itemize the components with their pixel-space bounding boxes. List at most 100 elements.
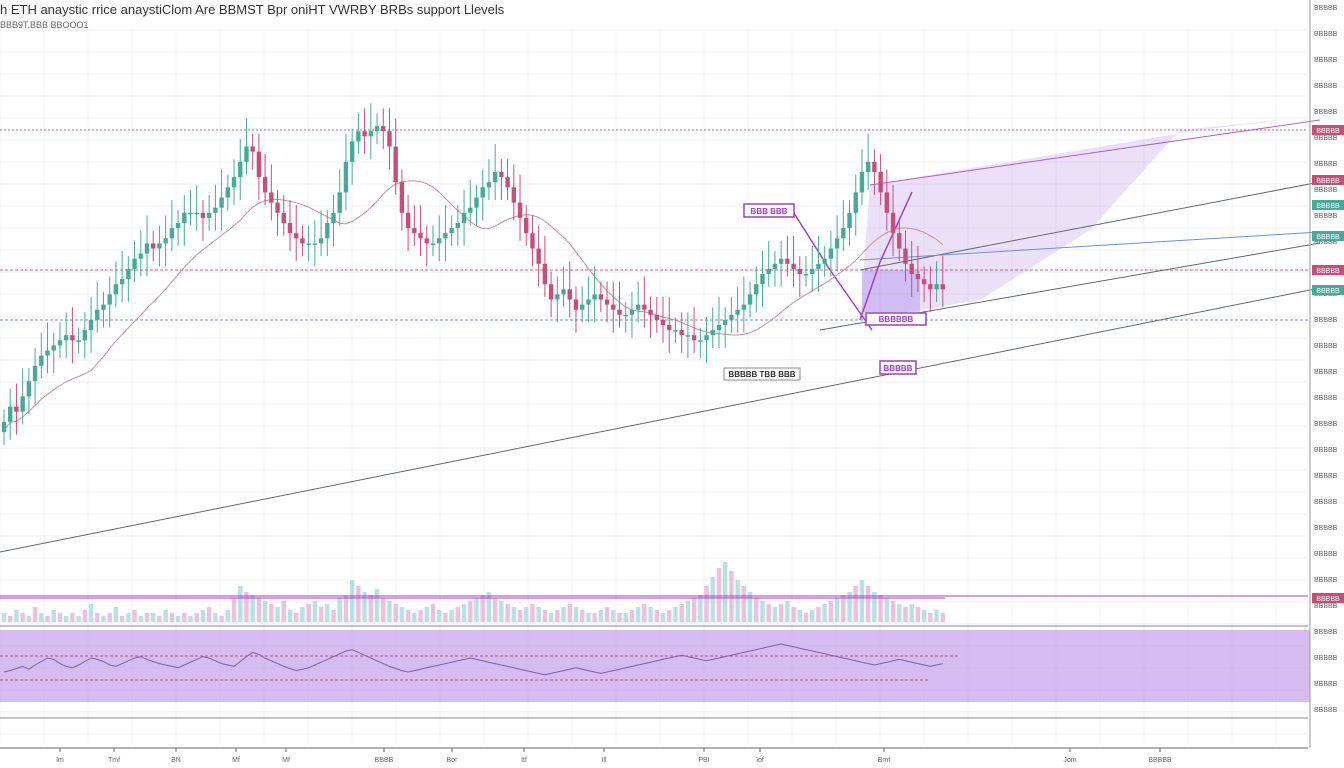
- annotation-4[interactable]: BBBBB: [879, 360, 917, 375]
- price-tag: BBBBB: [1312, 231, 1344, 241]
- volume-bar: [940, 613, 945, 622]
- volume-bar: [343, 595, 349, 622]
- volume-bar: [461, 604, 467, 622]
- volume-bar: [200, 610, 206, 622]
- time-tick-label: Tmf: [108, 757, 120, 764]
- candle-body: [928, 284, 933, 290]
- candle-body: [710, 330, 715, 336]
- volume-bar: [859, 580, 865, 622]
- price-tick-label: BBBBB: [1314, 343, 1338, 350]
- price-tag-text: BBBBB: [1316, 203, 1340, 210]
- volume-bar: [511, 607, 517, 622]
- candle-body: [294, 233, 299, 239]
- time-tick-label: Iof: [756, 757, 764, 764]
- time-tick-label: Ill: [601, 757, 607, 764]
- projection-zone: [860, 118, 1300, 320]
- volume-bar: [331, 610, 336, 622]
- volume-bar: [206, 607, 212, 622]
- candle-body: [642, 304, 647, 310]
- volume-bar: [474, 598, 479, 622]
- volume-bar: [14, 610, 19, 622]
- volume-bar: [704, 586, 709, 622]
- volume-bar: [101, 616, 106, 622]
- candle-body: [617, 309, 622, 315]
- volume-bar: [536, 607, 541, 622]
- candle-body: [88, 319, 94, 331]
- volume-bar: [337, 598, 342, 622]
- time-tick-label: Jom: [1063, 757, 1076, 764]
- volume-bar: [822, 604, 827, 622]
- volume-bar: [722, 562, 728, 622]
- annotation-2[interactable]: BBBBB TBB BBB: [723, 367, 801, 381]
- candle-body: [741, 304, 747, 310]
- volume-bar: [182, 613, 187, 622]
- volume-bar: [262, 601, 268, 622]
- candle-body: [816, 263, 821, 269]
- volume-bar: [909, 604, 914, 622]
- candle-body: [579, 304, 585, 310]
- candle-body: [39, 355, 44, 366]
- candle-body: [667, 325, 672, 331]
- candle-body: [623, 314, 628, 317]
- annotation-3[interactable]: BBBBBB: [865, 312, 927, 326]
- price-tick-label: BBBBB: [1314, 213, 1338, 220]
- price-tag-text: BBBBB: [1316, 234, 1340, 241]
- volume-bar: [816, 607, 821, 622]
- volume-bar: [95, 613, 100, 622]
- price-tick-label: BBBBB: [1314, 655, 1338, 662]
- volume-bar: [244, 592, 249, 622]
- price-tick-label: BBBBB: [1314, 369, 1338, 376]
- candle-body: [175, 223, 181, 229]
- price-tick-label: BBBBB: [1314, 499, 1338, 506]
- volume-bar: [194, 613, 199, 622]
- volume-bar: [797, 610, 802, 622]
- candle-body: [524, 217, 529, 234]
- candle-body: [206, 212, 212, 218]
- consolidation-box: [862, 270, 920, 312]
- volume-bar: [381, 598, 386, 622]
- candle-body: [418, 233, 423, 239]
- volume-bar: [20, 613, 25, 622]
- candle-body: [834, 238, 840, 249]
- highlight-zones: [860, 118, 1300, 320]
- candle-body: [704, 335, 709, 341]
- price-tag: BBBBB: [1312, 285, 1344, 295]
- volume-bar: [598, 610, 604, 622]
- candle-body: [828, 248, 834, 259]
- annotation-1[interactable]: BBB BBB: [743, 203, 795, 218]
- price-tick-label: BBBBB: [1314, 629, 1338, 636]
- projection-line: [859, 231, 1321, 261]
- volume-bar: [524, 607, 529, 622]
- candle-body: [331, 212, 336, 223]
- candle-body: [536, 248, 541, 264]
- candle-body: [754, 284, 759, 295]
- candle-body: [691, 335, 697, 341]
- candle-body: [673, 330, 678, 332]
- volume-bar: [772, 607, 778, 622]
- volume-bar: [567, 604, 572, 622]
- price-tick-label: BBBBB: [1314, 525, 1338, 532]
- candle-body: [349, 141, 355, 162]
- volume-bar: [760, 601, 765, 622]
- volume-bar: [57, 613, 63, 622]
- candle-body: [219, 197, 224, 208]
- candle-body: [443, 233, 448, 239]
- volume-bar: [306, 604, 311, 622]
- volume-bar: [635, 607, 641, 622]
- candle-body: [679, 330, 684, 336]
- candle-body: [312, 243, 318, 245]
- volume-bar: [443, 613, 448, 622]
- price-tick-label: BBBBB: [1314, 707, 1338, 714]
- price-tick-label: BBBBB: [1314, 57, 1338, 64]
- candle-body: [51, 345, 56, 351]
- candle-body: [474, 197, 479, 208]
- candle-body: [611, 304, 616, 310]
- candle-body: [225, 187, 231, 198]
- candle-body: [791, 263, 796, 269]
- price-tag-text: BBBBB: [1316, 268, 1340, 275]
- candle-body: [300, 238, 305, 244]
- candle-body: [194, 212, 199, 215]
- candle-body: [113, 284, 119, 295]
- volume-bar: [872, 592, 877, 622]
